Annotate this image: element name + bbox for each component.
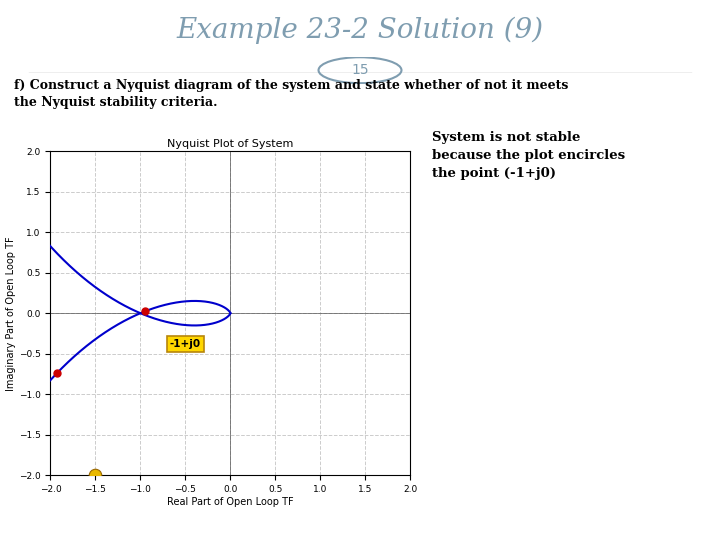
Text: System is not stable
because the plot encircles
the point (-1+j0): System is not stable because the plot en…	[432, 131, 625, 180]
Text: lesson23et438a.pptx: lesson23et438a.pptx	[7, 519, 117, 529]
Text: Example 23-2 Solution (9): Example 23-2 Solution (9)	[176, 17, 544, 44]
Text: f) Construct a Nyquist diagram of the system and state whether of not it meets
t: f) Construct a Nyquist diagram of the sy…	[14, 79, 569, 109]
Title: Nyquist Plot of System: Nyquist Plot of System	[167, 139, 294, 149]
Text: 15: 15	[351, 63, 369, 77]
Text: -1+j0: -1+j0	[170, 339, 201, 349]
X-axis label: Real Part of Open Loop TF: Real Part of Open Loop TF	[167, 497, 294, 507]
Y-axis label: Imaginary Part of Open Loop TF: Imaginary Part of Open Loop TF	[6, 236, 16, 390]
